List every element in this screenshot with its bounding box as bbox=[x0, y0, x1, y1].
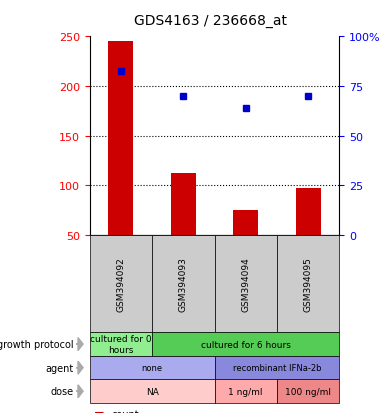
Text: 1 ng/ml: 1 ng/ml bbox=[229, 387, 263, 396]
Bar bbox=[171, 174, 196, 235]
Text: cultured for 6 hours: cultured for 6 hours bbox=[201, 340, 291, 349]
Text: cultured for 0
hours: cultured for 0 hours bbox=[90, 335, 152, 354]
Text: GDS4163 / 236668_at: GDS4163 / 236668_at bbox=[134, 14, 287, 28]
Text: ■: ■ bbox=[94, 409, 104, 413]
Text: GSM394094: GSM394094 bbox=[241, 256, 250, 311]
Bar bbox=[108, 42, 133, 235]
Text: dose: dose bbox=[51, 386, 74, 396]
Text: GSM394095: GSM394095 bbox=[303, 256, 313, 311]
Text: growth protocol: growth protocol bbox=[0, 339, 74, 349]
Text: count: count bbox=[111, 409, 139, 413]
Text: 100 ng/ml: 100 ng/ml bbox=[285, 387, 331, 396]
Bar bbox=[233, 211, 258, 235]
Text: GSM394093: GSM394093 bbox=[179, 256, 188, 311]
Text: NA: NA bbox=[145, 387, 159, 396]
Bar bbox=[296, 189, 321, 235]
Text: recombinant IFNa-2b: recombinant IFNa-2b bbox=[233, 363, 321, 372]
Text: none: none bbox=[142, 363, 163, 372]
Text: agent: agent bbox=[46, 363, 74, 373]
Text: GSM394092: GSM394092 bbox=[116, 256, 126, 311]
